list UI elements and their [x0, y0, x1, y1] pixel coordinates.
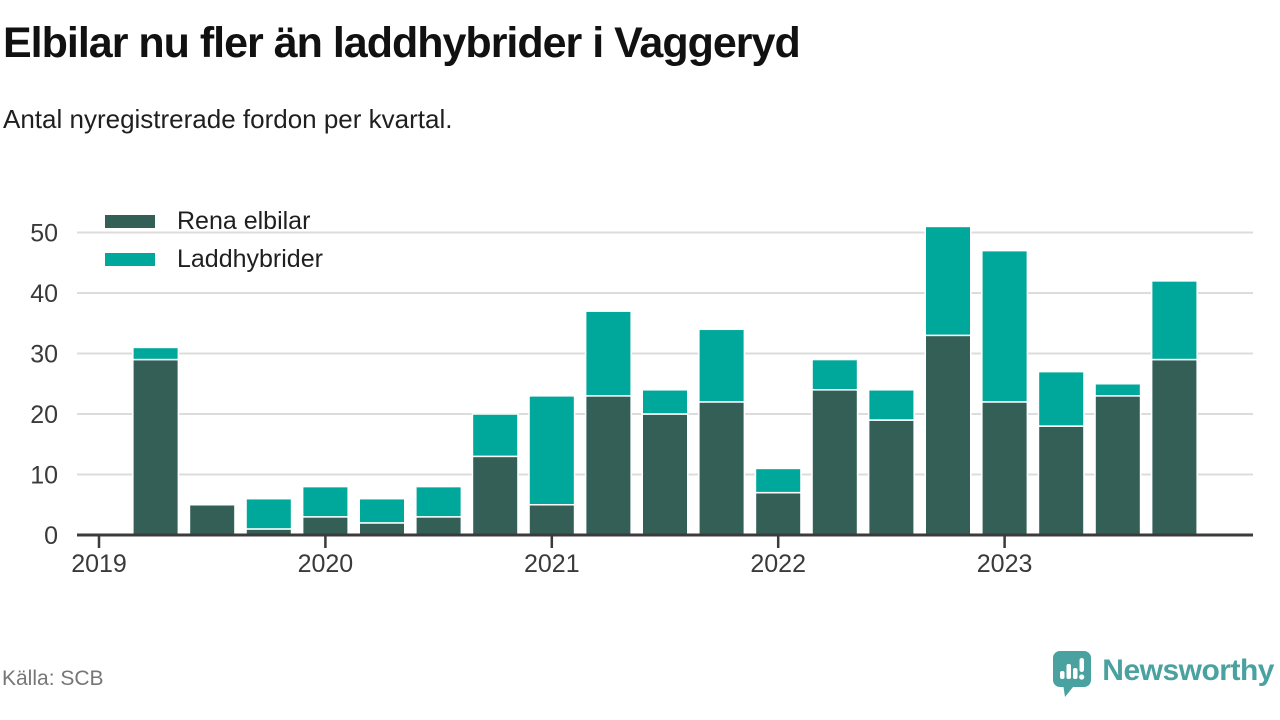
bar-segment-rena-elbilar	[471, 455, 519, 536]
bar-segment-rena-elbilar	[1094, 395, 1142, 536]
y-tick-label: 20	[30, 401, 58, 429]
y-tick-label: 30	[30, 341, 58, 369]
bar-segment-laddhybrider	[245, 497, 293, 530]
x-tick-label: 2019	[71, 550, 127, 578]
legend-swatch-laddhybrider	[105, 252, 155, 266]
bar-segment-rena-elbilar	[981, 401, 1029, 536]
legend-swatch-rena-elbilar	[105, 214, 155, 228]
bar-segment-rena-elbilar	[698, 401, 746, 536]
chart-legend: Rena elbilar Laddhybrider	[105, 207, 323, 273]
bar-segment-laddhybrider	[415, 485, 463, 518]
source-note: Källa: SCB	[2, 667, 104, 690]
bar-segment-laddhybrider	[698, 328, 746, 403]
newsworthy-logo: Newsworthy	[1052, 650, 1274, 698]
legend-label: Laddhybrider	[177, 245, 323, 273]
y-tick-label: 40	[30, 280, 58, 308]
bar-segment-laddhybrider	[471, 413, 519, 458]
y-tick-label: 50	[30, 220, 58, 248]
bar-chart-canvas: 0 10 20 30 40 50 2019 2020 2021 2022 2023	[30, 220, 1253, 578]
bar-segment-laddhybrider	[1037, 370, 1085, 427]
newsworthy-wordmark: Newsworthy	[1102, 654, 1274, 687]
x-tick-label: 2020	[298, 550, 354, 578]
bar-segment-rena-elbilar	[641, 413, 689, 536]
bar-segment-laddhybrider	[584, 310, 632, 397]
bar-segment-rena-elbilar	[301, 516, 349, 536]
bar-segment-rena-elbilar	[415, 516, 463, 536]
bar-segment-rena-elbilar	[1150, 358, 1198, 536]
bar-segment-laddhybrider	[1150, 280, 1198, 361]
bar-segment-rena-elbilar	[188, 504, 236, 536]
bar-segment-laddhybrider	[358, 497, 406, 524]
legend-label: Rena elbilar	[177, 207, 311, 235]
bar-segment-rena-elbilar	[584, 395, 632, 536]
y-tick-label: 10	[30, 462, 58, 490]
bar-segment-rena-elbilar	[867, 419, 915, 536]
legend-item-laddhybrider: Laddhybrider	[105, 245, 323, 273]
bar-segment-laddhybrider	[754, 467, 802, 494]
y-tick-label: 0	[44, 522, 58, 550]
bar-segment-rena-elbilar	[528, 504, 576, 536]
bar-segment-rena-elbilar	[358, 522, 406, 536]
bar-segment-laddhybrider	[867, 389, 915, 421]
chart-title: Elbilar nu fler än laddhybrider i Vagger…	[3, 19, 801, 67]
legend-item-rena-elbilar: Rena elbilar	[105, 207, 323, 235]
bar-segment-laddhybrider	[132, 346, 180, 361]
bar-segment-laddhybrider	[1094, 383, 1142, 397]
bar-segment-laddhybrider	[981, 249, 1029, 403]
bar-segment-laddhybrider	[641, 389, 689, 415]
bar-segment-laddhybrider	[528, 395, 576, 506]
bar-segment-laddhybrider	[301, 485, 349, 518]
newsworthy-bubble-icon	[1053, 651, 1092, 697]
bar-segment-rena-elbilar	[1037, 425, 1085, 536]
bar-segment-rena-elbilar	[754, 491, 802, 536]
x-tick-label: 2023	[977, 550, 1033, 578]
bar-segment-laddhybrider	[811, 358, 859, 391]
bar-segment-laddhybrider	[924, 225, 972, 337]
bar-segment-rena-elbilar	[924, 334, 972, 536]
bar-segment-rena-elbilar	[811, 389, 859, 536]
bar-segment-rena-elbilar	[132, 358, 180, 536]
chart-subtitle: Antal nyregistrerade fordon per kvartal.	[3, 104, 453, 134]
x-tick-label: 2022	[750, 550, 806, 578]
x-tick-label: 2021	[524, 550, 580, 578]
